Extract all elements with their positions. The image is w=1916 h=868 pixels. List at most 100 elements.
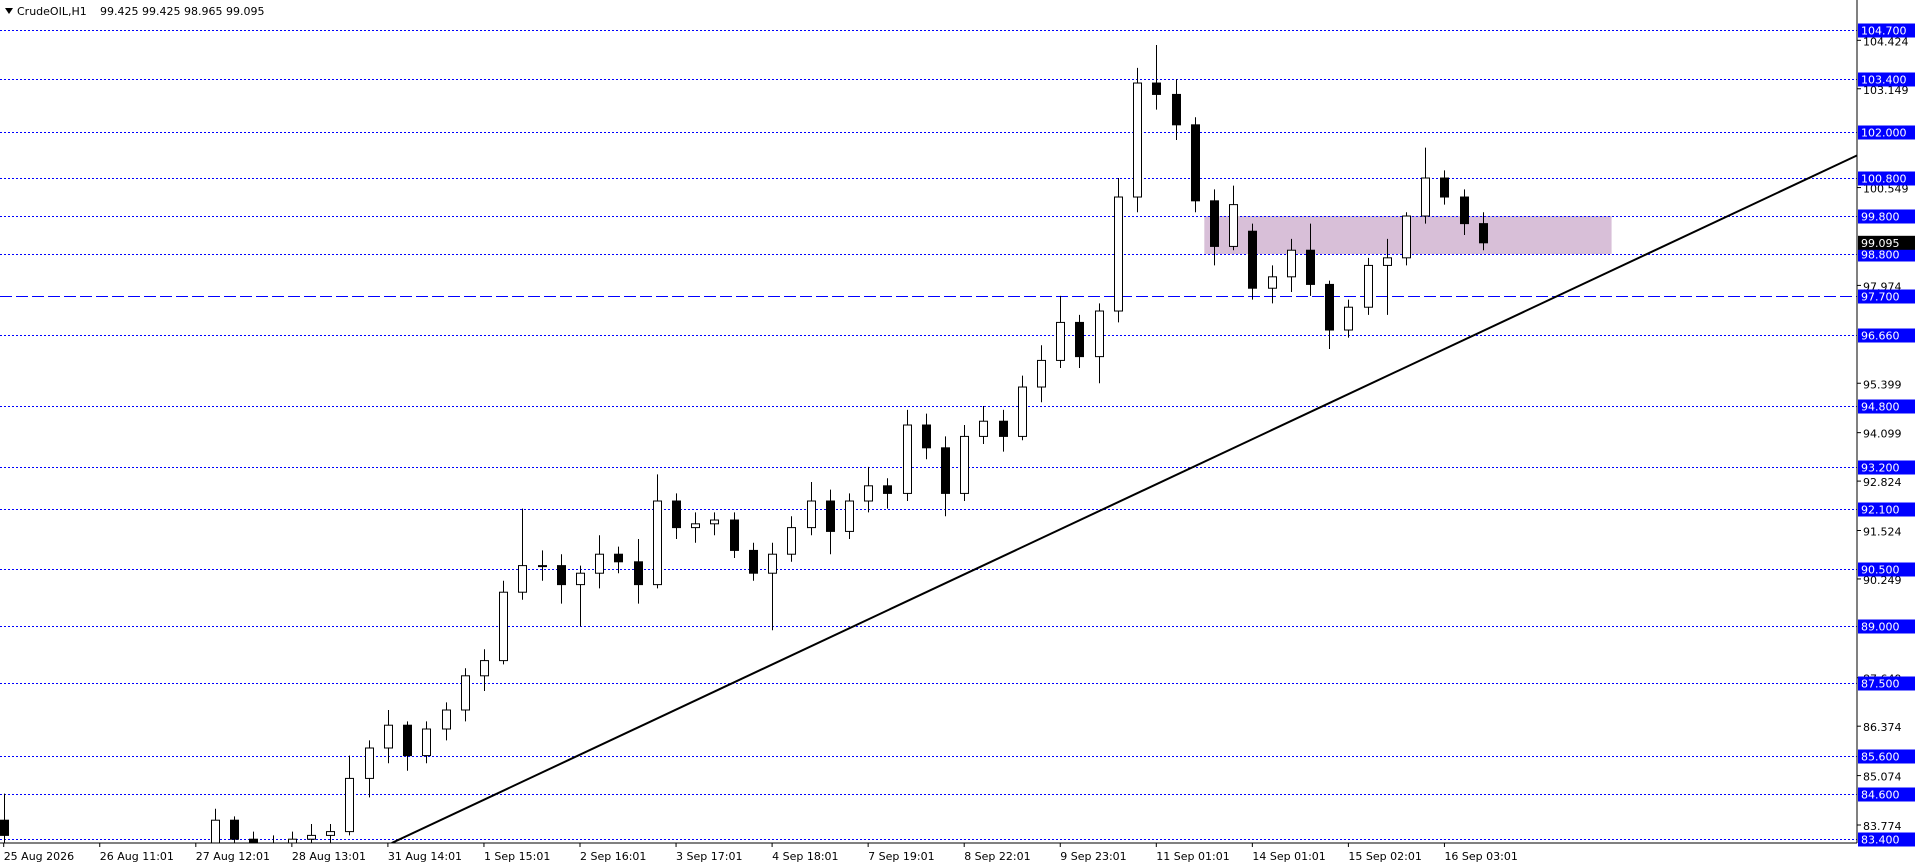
candle-body [576,572,585,586]
candle-body [1056,321,1065,361]
candle-body [1306,249,1315,285]
candle-body [845,500,854,532]
candle-body [1210,200,1219,247]
candle-body [307,834,316,840]
x-tick-label: 28 Aug 13:01 [292,850,366,863]
level-label: 97.700 [1861,291,1900,304]
level-label: 104.700 [1861,25,1907,38]
candle-body [518,565,527,593]
level-label-bg [1858,72,1915,87]
candle-body [634,561,643,586]
level-label-bg [1858,289,1915,304]
candle-body [883,485,892,494]
y-tick-label: 83.774 [1863,820,1902,833]
y-tick-label: 104.424 [1863,35,1909,48]
current-price-label: 99.095 [1861,237,1900,250]
candle-body [345,777,354,833]
candle-body [1460,196,1469,225]
candle-body [1268,276,1277,289]
level-label-bg [1858,209,1915,224]
y-tick-label: 103.149 [1863,84,1909,97]
candle-body [1152,82,1161,95]
candle-body [442,709,451,730]
candle-body [691,523,700,529]
candle-body [1191,124,1200,202]
candle-body [365,747,374,779]
candle-body [807,500,816,529]
level-label: 96.660 [1861,330,1900,343]
y-tick-label: 100.549 [1863,183,1909,196]
level-label: 92.100 [1861,504,1900,517]
trendline [391,154,1857,843]
level-label-bg [1858,502,1915,517]
level-label-bg [1858,619,1915,634]
level-label-bg [1858,247,1915,262]
level-label: 83.400 [1861,834,1900,847]
candle-body [960,435,969,494]
x-tick-label: 26 Aug 11:01 [100,850,174,863]
level-label-bg [1858,562,1915,577]
level-label-bg [1858,328,1915,343]
candle-body [1364,264,1373,308]
candle-body [326,831,335,836]
candle-body [653,500,662,586]
x-tick-label: 4 Sep 18:01 [772,850,838,863]
x-tick-label: 27 Aug 12:01 [196,850,270,863]
level-label: 100.800 [1861,173,1907,186]
y-tick-label: 94.099 [1863,428,1902,441]
candle-body [1075,321,1084,358]
candle-body [730,519,739,551]
level-label: 87.500 [1861,678,1900,691]
x-tick-label: 8 Sep 22:01 [964,850,1030,863]
y-tick-label: 86.374 [1863,721,1902,734]
candle-body [595,553,604,574]
candle-body [1287,249,1296,278]
level-label-bg [1858,676,1915,691]
candle-body [1440,177,1449,198]
candle-body [614,553,623,563]
x-tick-label: 16 Sep 03:01 [1444,850,1517,863]
candle-body [1421,177,1430,217]
candle-body [864,485,873,502]
y-tick-label: 90.249 [1863,574,1902,587]
level-label: 89.000 [1861,621,1900,634]
collapse-icon[interactable] [5,8,13,14]
candle-body [1229,204,1238,247]
candle-body [749,549,758,574]
candle-body [422,728,431,757]
level-label-bg [1858,787,1915,802]
y-tick-label: 95.399 [1863,378,1902,391]
candle-body [1114,196,1123,312]
candle-body [1018,386,1027,437]
x-tick-label: 2 Sep 16:01 [580,850,646,863]
symbol-title: CrudeOIL,H1 [17,5,87,18]
candle-body [826,500,835,532]
candle-body [1479,223,1488,244]
x-tick-label: 3 Sep 17:01 [676,850,742,863]
candle-body [1402,215,1411,259]
level-label-bg [1858,399,1915,414]
candle-body [922,424,931,449]
x-tick-label: 1 Sep 15:01 [484,850,550,863]
candle-body [1133,82,1142,198]
candle-body [384,724,393,749]
plot-area [0,30,1857,843]
candle-body [403,724,412,757]
candle-body [288,838,297,843]
candle-body [480,660,489,677]
level-label-bg [1858,460,1915,475]
level-label: 93.200 [1861,462,1900,475]
candle-body [999,420,1008,437]
candle-body [1095,310,1104,358]
candle-body [230,819,239,840]
x-tick-label: 7 Sep 19:01 [868,850,934,863]
candle-body [672,500,681,529]
level-label: 99.800 [1861,211,1900,224]
candle-body [1037,359,1046,388]
x-tick-label: 14 Sep 01:01 [1252,850,1325,863]
level-label: 94.800 [1861,401,1900,414]
level-label-bg [1858,749,1915,764]
x-tick-label: 31 Aug 14:01 [388,850,462,863]
x-tick-label: 11 Sep 01:01 [1156,850,1229,863]
